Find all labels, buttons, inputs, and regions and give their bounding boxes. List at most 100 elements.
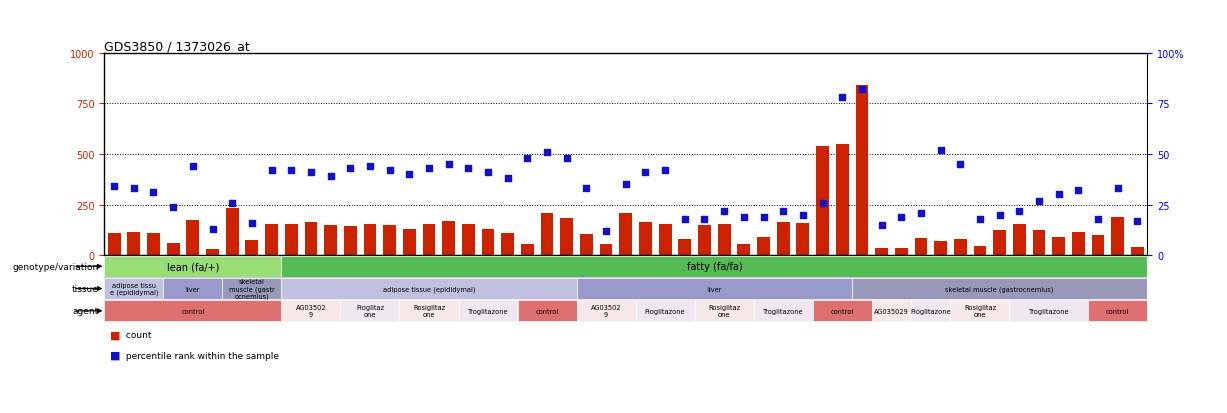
Bar (973, 247, 987, 256)
Text: adipose tissu
e (epididymal): adipose tissu e (epididymal) (109, 282, 158, 296)
Bar (636, 300, 694, 322)
Point (971, 216, 990, 223)
Bar (482, 229, 494, 256)
Bar (167, 243, 179, 256)
Point (261, 167, 281, 174)
Bar (1033, 230, 1045, 256)
Text: percentile rank within the sample: percentile rank within the sample (123, 351, 279, 360)
Bar (912, 300, 951, 322)
Text: fatty (fa/fa): fatty (fa/fa) (687, 262, 742, 272)
Bar (147, 233, 160, 256)
Bar (1092, 235, 1104, 256)
Point (420, 166, 439, 172)
Bar (1014, 224, 1026, 256)
Bar (104, 300, 281, 322)
Point (852, 87, 871, 93)
Bar (577, 278, 852, 299)
Point (912, 210, 931, 216)
Text: liver: liver (185, 286, 200, 292)
Bar (344, 226, 357, 256)
Text: Rosiglitaz
one: Rosiglitaz one (708, 304, 740, 318)
Bar (1131, 247, 1144, 256)
Text: tissue: tissue (72, 284, 99, 293)
Text: adipose tissue (epididymal): adipose tissue (epididymal) (383, 286, 475, 292)
Bar (521, 244, 534, 256)
Bar (304, 222, 318, 256)
Bar (281, 278, 577, 299)
Bar (281, 300, 340, 322)
Text: agent: agent (72, 306, 99, 316)
Bar (518, 300, 577, 322)
Text: lean (fa/+): lean (fa/+) (167, 262, 220, 272)
Bar (812, 300, 871, 322)
Text: AG03502
9: AG03502 9 (590, 304, 621, 318)
Point (557, 155, 577, 162)
Bar (400, 300, 459, 322)
Text: count: count (123, 330, 151, 339)
Point (694, 216, 714, 223)
Bar (245, 240, 258, 256)
Bar (659, 224, 671, 256)
Point (596, 228, 616, 235)
Bar (577, 300, 636, 322)
Bar (934, 242, 947, 256)
Bar (1010, 300, 1088, 322)
Point (163, 204, 183, 210)
Text: ■: ■ (110, 350, 121, 360)
Point (459, 166, 479, 172)
Bar (222, 278, 281, 299)
Bar (461, 224, 475, 256)
Bar (541, 213, 553, 256)
Point (124, 185, 144, 192)
Bar (206, 249, 218, 256)
Bar (894, 249, 908, 256)
Bar (1072, 233, 1085, 256)
Point (222, 200, 242, 206)
Point (183, 164, 202, 170)
Bar (187, 220, 199, 256)
Point (832, 95, 852, 102)
Text: control: control (831, 308, 854, 314)
Bar (285, 224, 298, 256)
Text: Pioglitazone: Pioglitazone (645, 308, 686, 314)
Point (655, 167, 675, 174)
Bar (442, 221, 455, 256)
Point (479, 169, 498, 176)
Bar (502, 233, 514, 256)
Text: Pioglitaz
one: Pioglitaz one (356, 304, 384, 318)
Bar (753, 300, 812, 322)
Text: Troglitazone: Troglitazone (467, 308, 508, 314)
Bar (226, 208, 238, 256)
Point (518, 155, 537, 162)
Point (616, 182, 636, 188)
Point (1029, 198, 1049, 204)
Point (340, 166, 360, 172)
Point (202, 226, 222, 233)
Point (1049, 192, 1069, 198)
Bar (757, 237, 769, 256)
Text: genotype/variation: genotype/variation (12, 262, 99, 271)
Bar (265, 224, 279, 256)
Point (951, 161, 971, 168)
Bar (580, 234, 593, 256)
Bar (383, 225, 396, 256)
Text: Rosiglitaz
one: Rosiglitaz one (413, 304, 445, 318)
Text: Troglitazone: Troglitazone (1028, 308, 1069, 314)
Point (892, 214, 912, 221)
Bar (816, 147, 829, 256)
Point (753, 214, 773, 221)
Bar (324, 225, 337, 256)
Bar (796, 223, 810, 256)
Point (1010, 208, 1029, 214)
Point (577, 185, 596, 192)
Bar (694, 300, 753, 322)
Bar (1053, 237, 1065, 256)
Point (1108, 185, 1128, 192)
Point (931, 147, 951, 154)
Text: liver: liver (707, 286, 721, 292)
Bar (561, 218, 573, 256)
Text: skeletal
muscle (gastr
ocnemius): skeletal muscle (gastr ocnemius) (229, 278, 275, 299)
Bar (104, 278, 163, 299)
Bar (855, 86, 869, 256)
Bar (402, 229, 416, 256)
